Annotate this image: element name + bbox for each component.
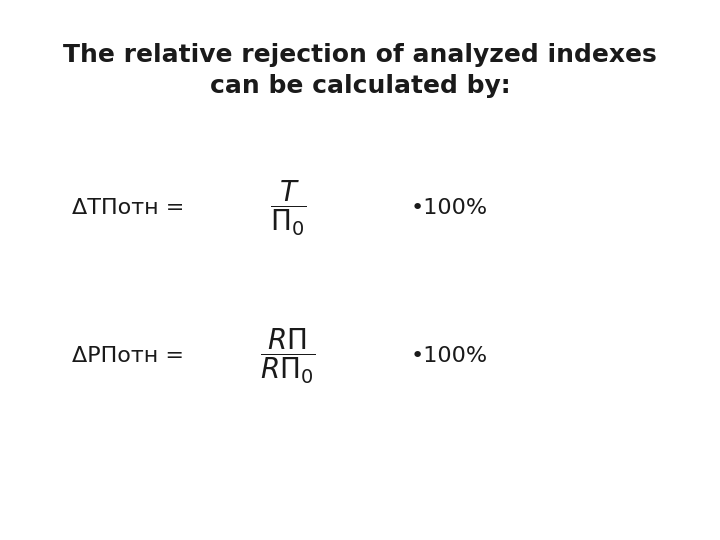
Text: $\dfrac{T}{\Pi_0}$: $\dfrac{T}{\Pi_0}$ bbox=[270, 178, 306, 238]
Text: •100%: •100% bbox=[410, 198, 487, 218]
Text: The relative rejection of analyzed indexes
can be calculated by:: The relative rejection of analyzed index… bbox=[63, 43, 657, 98]
Text: •100%: •100% bbox=[410, 346, 487, 367]
Text: ΔРПотн =: ΔРПотн = bbox=[72, 346, 184, 367]
Text: $\dfrac{R\Pi}{R\Pi_0}$: $\dfrac{R\Pi}{R\Pi_0}$ bbox=[260, 327, 316, 386]
Text: ΔТПотн =: ΔТПотн = bbox=[72, 198, 184, 218]
